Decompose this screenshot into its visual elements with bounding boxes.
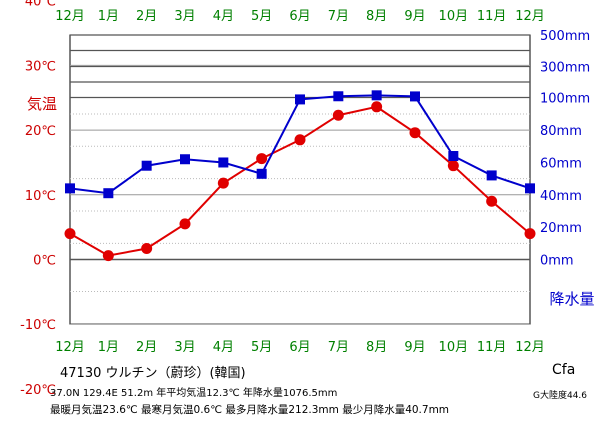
right-axis-title: 降水量 xyxy=(549,290,594,308)
precipitation-point xyxy=(525,183,535,194)
left-tick-label: -10℃ xyxy=(20,318,56,333)
temperature-point xyxy=(64,228,76,240)
month-label-bottom: 2月 xyxy=(136,340,157,355)
month-label-top: 1月 xyxy=(98,9,119,24)
month-label-bottom: 11月 xyxy=(477,340,507,355)
month-label-bottom: 5月 xyxy=(251,340,272,355)
precipitation-point xyxy=(448,151,459,162)
temperature-point xyxy=(102,250,114,262)
month-label-top: 12月 xyxy=(55,9,85,24)
month-label-bottom: 1月 xyxy=(98,340,119,355)
month-label-bottom: 9月 xyxy=(404,340,425,355)
left-tick-label: 30℃ xyxy=(25,59,56,74)
month-label-top: 8月 xyxy=(366,9,387,24)
month-label-top: 9月 xyxy=(404,9,425,24)
koppen-class: Cfa xyxy=(552,362,576,378)
temperature-line xyxy=(69,105,531,257)
month-label-top: 12月 xyxy=(515,9,545,24)
right-tick-label: 60mm xyxy=(540,156,582,171)
left-tick-label: -20℃ xyxy=(20,383,56,398)
right-tick-label: 500mm xyxy=(540,29,590,44)
month-label-top: 6月 xyxy=(289,9,310,24)
plot-frame xyxy=(69,34,531,325)
right-tick-label: 100mm xyxy=(540,92,590,107)
month-label-bottom: 4月 xyxy=(213,340,234,355)
temperature-point xyxy=(524,228,536,240)
precipitation-point xyxy=(333,91,344,102)
right-tick-label: 0mm xyxy=(540,254,574,269)
temperature-point xyxy=(294,134,306,146)
month-label-top: 7月 xyxy=(328,9,349,24)
temperature-point xyxy=(217,177,229,189)
precipitation-point xyxy=(295,94,305,105)
left-tick-label: 0℃ xyxy=(33,254,56,269)
station-stats-line2: 最暖月気温23.6℃ 最寒月気温0.6℃ 最多月降水量212.3mm 最少月降水… xyxy=(50,404,450,416)
temperature-point xyxy=(486,195,498,207)
month-label-bottom: 10月 xyxy=(439,340,469,355)
month-label-bottom: 7月 xyxy=(328,340,349,355)
month-label-top: 5月 xyxy=(251,9,272,24)
month-label-bottom: 6月 xyxy=(289,340,310,355)
left-tick-label: 20℃ xyxy=(25,124,56,139)
precipitation-point xyxy=(180,154,190,165)
month-label-top: 11月 xyxy=(477,9,507,24)
temperature-point xyxy=(409,127,421,139)
temperature-point xyxy=(179,218,191,230)
month-label-top: 3月 xyxy=(174,9,195,24)
temperature-point xyxy=(256,153,268,165)
precipitation-point xyxy=(256,168,267,179)
temperature-point xyxy=(141,243,153,255)
temperature-point xyxy=(371,101,383,113)
precipitation-point xyxy=(486,170,497,181)
right-tick-label: 80mm xyxy=(540,124,582,139)
precipitation-point xyxy=(218,157,229,168)
temperature-point xyxy=(332,109,344,121)
station-stats-line1: 37.0N 129.4E 51.2m 年平均気温12.3℃ 年降水量1076.5… xyxy=(50,388,338,399)
left-tick-label: 40℃ xyxy=(25,0,56,10)
precipitation-point xyxy=(371,90,382,101)
month-label-top: 4月 xyxy=(213,9,234,24)
right-tick-label: 20mm xyxy=(540,221,582,236)
right-tick-label: 40mm xyxy=(540,189,582,204)
month-label-bottom: 12月 xyxy=(55,340,85,355)
precipitation-point xyxy=(410,91,420,102)
month-label-top: 2月 xyxy=(136,9,157,24)
month-label-bottom: 12月 xyxy=(515,340,545,355)
month-label-bottom: 3月 xyxy=(174,340,195,355)
station-title: 47130 ウルチン（蔚珍）(韓国) xyxy=(60,366,246,381)
temperature-point xyxy=(447,160,459,172)
right-tick-label: 300mm xyxy=(540,61,590,76)
precipitation-point xyxy=(141,160,152,171)
month-label-top: 10月 xyxy=(439,9,469,24)
precipitation-point xyxy=(103,188,114,199)
left-axis-title: 気温 xyxy=(27,95,57,113)
month-label-bottom: 8月 xyxy=(366,340,387,355)
continentality-index: G大陸度44.6 xyxy=(533,391,588,401)
left-tick-label: 10℃ xyxy=(25,189,56,204)
precipitation-point xyxy=(65,183,75,194)
